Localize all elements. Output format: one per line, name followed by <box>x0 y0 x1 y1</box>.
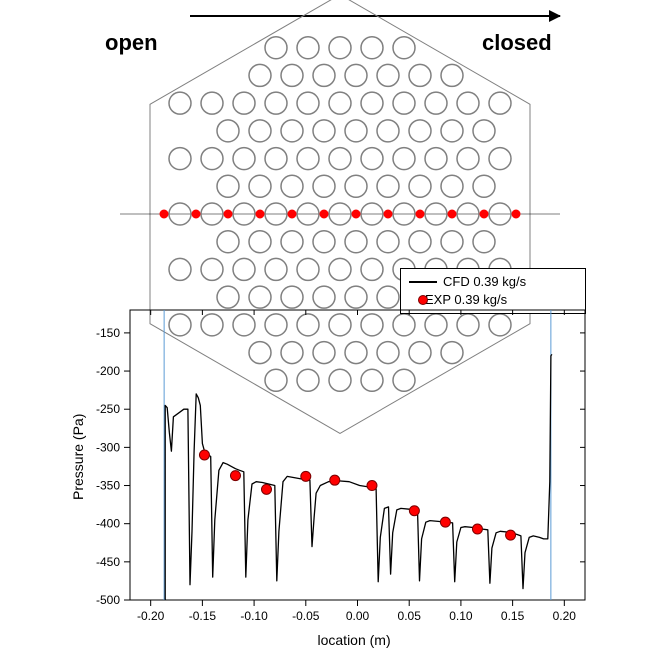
svg-text:-0.15: -0.15 <box>189 609 217 623</box>
svg-text:-0.20: -0.20 <box>137 609 165 623</box>
svg-text:0.10: 0.10 <box>449 609 473 623</box>
svg-text:-150: -150 <box>96 326 120 340</box>
svg-text:0.15: 0.15 <box>501 609 525 623</box>
svg-text:-0.05: -0.05 <box>292 609 320 623</box>
svg-text:-0.10: -0.10 <box>240 609 268 623</box>
svg-text:-450: -450 <box>96 555 120 569</box>
y-axis-label: Pressure (Pa) <box>70 414 86 500</box>
svg-text:-200: -200 <box>96 364 120 378</box>
svg-text:-500: -500 <box>96 593 120 607</box>
pressure-chart: -150 -200 -250 -300 -350 -400 -450 -500 -0.20 -0.… <box>0 0 647 666</box>
svg-text:0.05: 0.05 <box>398 609 422 623</box>
svg-text:-300: -300 <box>96 440 120 454</box>
svg-text:-350: -350 <box>96 479 120 493</box>
svg-text:0.20: 0.20 <box>553 609 577 623</box>
x-axis-label: location (m) <box>318 632 391 648</box>
svg-text:0.00: 0.00 <box>346 609 370 623</box>
svg-text:-400: -400 <box>96 517 120 531</box>
figure: open closed CFD 0.39 kg/s EXP 0.39 kg/s … <box>0 0 647 666</box>
svg-text:-250: -250 <box>96 402 120 416</box>
